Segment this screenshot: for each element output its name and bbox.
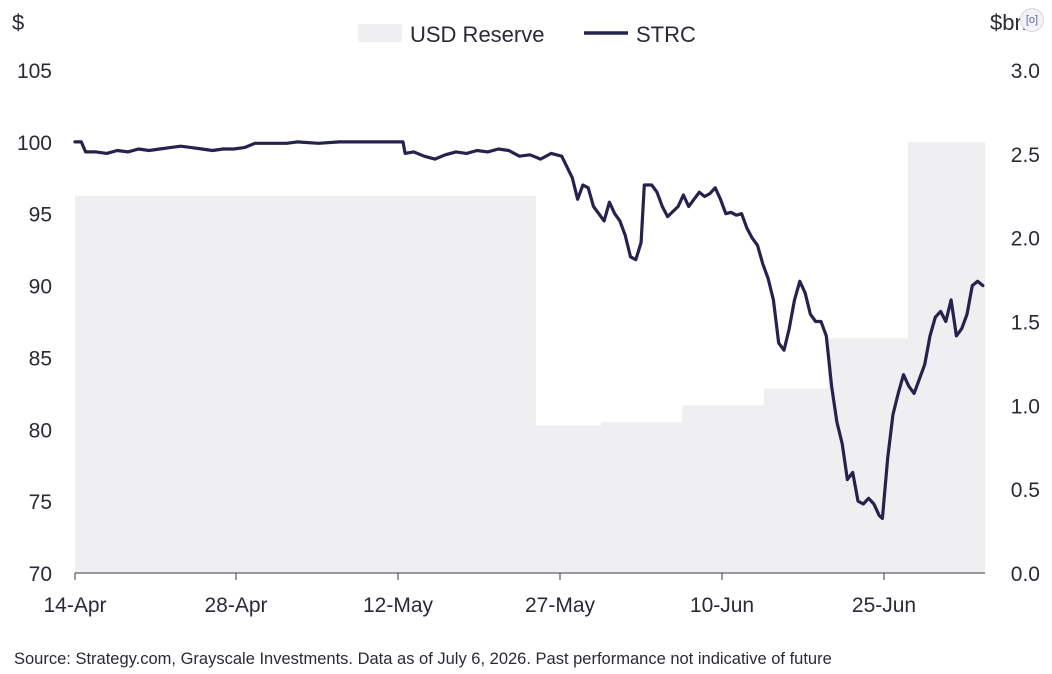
y-right-tick-label: 1.0 [1011,395,1040,418]
y-left-tick-label: 105 [17,60,52,83]
y-left-unit: $ [12,10,24,35]
strc-line-layer [73,140,985,520]
y-left-tick-label: 90 [29,276,52,299]
legend-swatch-usd-reserve [358,24,402,42]
y-right-tick-label: 2.5 [1011,144,1040,167]
y-right-tick-label: 0.5 [1011,479,1040,502]
x-tick-label: 12-May [363,594,434,617]
legend: USD Reserve STRC [358,22,696,47]
image-search-icon[interactable]: [o] [1020,8,1044,32]
legend-label-usd-reserve: USD Reserve [410,22,544,47]
axes: 14-Apr 28-Apr 12-May 27-May 10-Jun 25-Jun 105 1… [12,10,1040,617]
y-left-tick-label: 85 [29,347,52,370]
source-note: Source: Strategy.com, Grayscale Investme… [14,650,832,668]
x-tick-label: 28-Apr [204,594,267,617]
usd-reserve-step-4 [764,388,828,573]
chart: 14-Apr 28-Apr 12-May 27-May 10-Jun 25-Jun 105 1… [12,10,1040,617]
usd-reserve-step-6 [908,142,985,573]
usd-reserve-step-5 [828,338,908,573]
y-left-tick-label: 100 [17,132,52,155]
usd-reserve-step-2 [601,422,682,573]
y-right-tick-label: 2.0 [1011,228,1040,251]
y-right-tick-label: 1.5 [1011,312,1040,335]
y-left-tick-label: 80 [29,419,52,442]
strc-line [73,140,985,520]
usd-reserve-step-3 [682,405,764,573]
usd-reserve-step-1 [536,425,601,573]
x-tick-label: 14-Apr [43,594,106,617]
y-left-tick-label: 95 [29,204,52,227]
x-tick-label: 27-May [525,594,596,617]
x-tick-label: 10-Jun [690,594,754,617]
y-left-tick-label: 75 [29,491,52,514]
y-left-tick-label: 70 [29,563,52,586]
usd-reserve-step-0 [75,195,536,573]
x-tick-label: 25-Jun [852,594,916,617]
usd-reserve-area [75,142,985,573]
y-right-tick-label: 3.0 [1011,60,1040,83]
y-right-tick-label: 0.0 [1011,563,1040,586]
legend-label-strc: STRC [636,22,696,47]
